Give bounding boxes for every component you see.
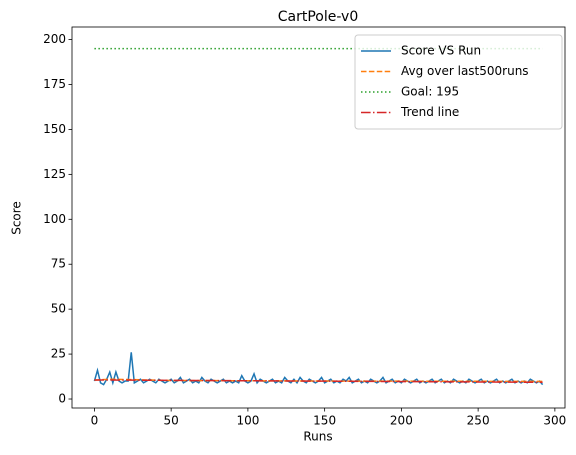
x-tick-label: 200 <box>390 414 413 428</box>
y-tick-label: 150 <box>43 122 66 136</box>
y-axis-label: Score <box>10 201 24 235</box>
x-axis-label: Runs <box>303 430 332 444</box>
x-tick-label: 100 <box>236 414 259 428</box>
y-tick-label: 0 <box>58 392 66 406</box>
legend-box <box>354 34 563 130</box>
legend-label: Score VS Run <box>401 44 481 58</box>
x-tick-label: 250 <box>467 414 490 428</box>
x-tick-label: 150 <box>313 414 336 428</box>
series-line <box>94 379 543 384</box>
y-tick-label: 175 <box>43 77 66 91</box>
y-tick-label: 125 <box>43 167 66 181</box>
plot-frame <box>71 26 566 409</box>
y-tick-label: 25 <box>51 347 66 361</box>
y-tick-label: 50 <box>51 302 66 316</box>
x-tick-label: 300 <box>543 414 566 428</box>
legend-label: Trend line <box>400 105 459 119</box>
y-tick-label: 100 <box>43 212 66 226</box>
x-tick-label: 50 <box>164 414 179 428</box>
y-tick-label: 75 <box>51 257 66 271</box>
x-tick-label: 0 <box>91 414 99 428</box>
legend-label: Goal: 195 <box>401 85 459 99</box>
legend-label: Avg over last500runs <box>401 64 529 78</box>
y-tick-label: 200 <box>43 32 66 46</box>
chart-title: CartPole-v0 <box>278 9 358 25</box>
